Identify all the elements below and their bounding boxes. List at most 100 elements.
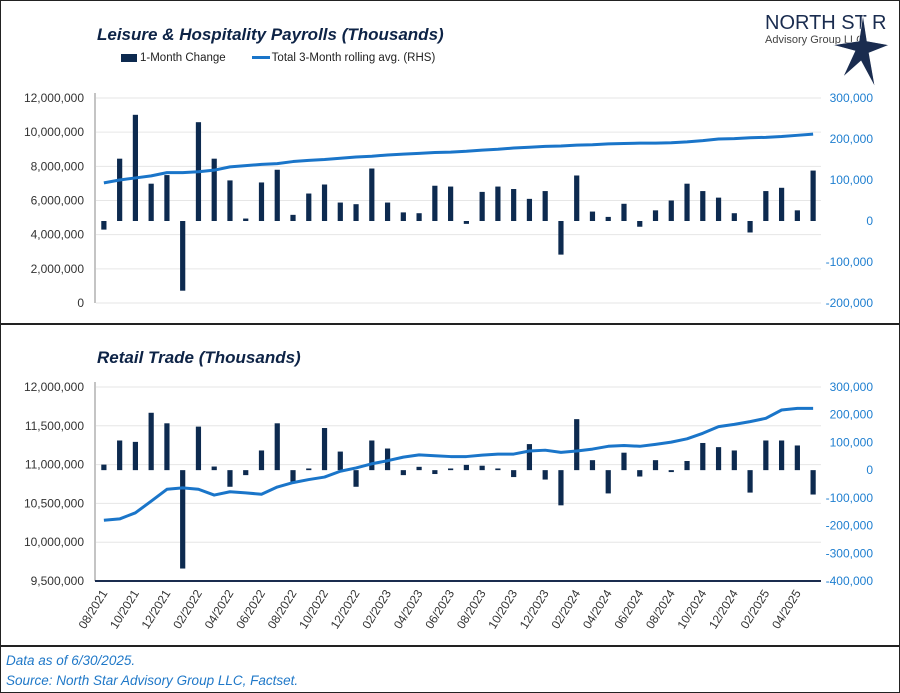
bar-1-month-change xyxy=(258,450,265,471)
x-tick-label: 08/2023 xyxy=(454,587,489,631)
bar-1-month-change xyxy=(652,210,659,221)
bar-1-month-change xyxy=(637,470,643,477)
x-tick-label: 10/2022 xyxy=(296,587,331,631)
bar-1-month-change xyxy=(227,470,233,487)
bar-1-month-change xyxy=(463,464,469,471)
bar-1-month-change xyxy=(148,183,154,221)
bar-1-month-change xyxy=(526,444,533,471)
bar-1-month-change xyxy=(448,186,454,221)
left-tick-label: 11,000,000 xyxy=(25,458,84,472)
bar-1-month-change xyxy=(101,464,107,471)
bar-1-month-change xyxy=(574,175,580,221)
bar-1-month-change xyxy=(132,441,139,471)
logo-text: NORTH ST R xyxy=(765,12,887,34)
legend-bar-label: 1-Month Change xyxy=(140,52,226,64)
legend-bar-swatch xyxy=(121,53,137,62)
bar-1-month-change xyxy=(117,158,123,221)
left-tick-label: 8,000,000 xyxy=(31,159,85,173)
bar-1-month-change xyxy=(479,465,485,471)
leisure-hospitality-panel: Leisure & Hospitality Payrolls (Thousand… xyxy=(1,1,899,325)
right-tick-label: 200,000 xyxy=(830,408,874,422)
bar-1-month-change xyxy=(558,470,564,506)
left-tick-label: 12,000,000 xyxy=(24,91,84,105)
legend: 1-Month Change Total 3-Month rolling avg… xyxy=(121,52,435,64)
bar-1-month-change xyxy=(337,451,343,471)
x-tick-label: 10/2024 xyxy=(674,587,709,631)
bar-1-month-change xyxy=(763,440,769,471)
x-tick-label: 02/2025 xyxy=(738,587,773,631)
bar-1-month-change xyxy=(621,203,627,221)
x-tick-label: 04/2025 xyxy=(769,587,804,631)
bar-1-month-change xyxy=(321,184,328,221)
data-note: Data as of 6/30/2025. xyxy=(6,653,136,668)
line-3-month-rolling-avg xyxy=(103,132,814,185)
right-tick-label: 300,000 xyxy=(830,91,874,105)
bar-1-month-change xyxy=(369,168,375,221)
bar-1-month-change xyxy=(306,193,312,221)
left-tick-label: 10,000,000 xyxy=(24,125,84,139)
legend-bar: 1-Month Change xyxy=(121,52,226,64)
x-tick-label: 02/2024 xyxy=(548,587,583,631)
left-tick-label: 10,500,000 xyxy=(24,496,84,510)
legend-line: Total 3-Month rolling avg. (RHS) xyxy=(251,52,435,64)
chart-title: Leisure & Hospitality Payrolls (Thousand… xyxy=(97,25,444,44)
bar-1-month-change xyxy=(731,450,737,471)
right-tick-label: -200,000 xyxy=(826,296,874,310)
bar-1-month-change xyxy=(542,191,548,221)
bar-1-month-change xyxy=(574,419,580,471)
bar-1-month-change xyxy=(589,460,596,471)
right-tick-label: 300,000 xyxy=(830,380,874,394)
retail-trade-panel: Retail Trade (Thousands) 12,000,000 11,50… xyxy=(1,325,899,647)
right-tick-label: 200,000 xyxy=(830,132,874,146)
x-tick-label: 08/2022 xyxy=(265,587,300,631)
bar-1-month-change xyxy=(747,221,753,233)
bar-1-month-change xyxy=(668,470,674,473)
right-tick-label: 100,000 xyxy=(830,173,874,187)
left-tick-label: 6,000,000 xyxy=(31,194,85,208)
bar-1-month-change xyxy=(101,221,107,230)
bar-1-month-change xyxy=(684,460,690,471)
x-tick-label: 06/2024 xyxy=(611,587,646,631)
bar-1-month-change xyxy=(794,445,800,471)
x-tick-label: 12/2023 xyxy=(517,587,552,631)
bar-1-month-change xyxy=(637,221,643,227)
right-tick-label: -100,000 xyxy=(826,255,874,269)
bar-1-month-change xyxy=(211,466,217,471)
x-tick-label: 08/2021 xyxy=(76,587,111,631)
star-icon xyxy=(832,14,891,87)
bar-1-month-change xyxy=(211,158,217,221)
bar-1-month-change xyxy=(369,440,375,471)
bar-1-month-change xyxy=(416,466,422,471)
bar-1-month-change xyxy=(290,470,296,482)
line-3-month-rolling-avg xyxy=(103,406,814,522)
leisure-chart: 12,000,000 10,000,000 8,000,000 6,000,000 4,… xyxy=(24,91,874,310)
right-tick-label: -200,000 xyxy=(826,519,874,533)
left-tick-label: 9,500,000 xyxy=(31,574,85,588)
bar-1-month-change xyxy=(715,447,722,471)
bar-1-month-change xyxy=(353,204,359,221)
bar-1-month-change xyxy=(652,460,659,471)
bar-1-month-change xyxy=(495,468,501,471)
bar-1-month-change xyxy=(274,423,280,471)
bar-1-month-change xyxy=(243,470,249,476)
right-tick-label: -400,000 xyxy=(826,574,874,588)
bar-1-month-change xyxy=(558,221,564,255)
bar-1-month-change xyxy=(384,202,391,221)
x-tick-label: 06/2023 xyxy=(422,587,457,631)
legend-line-swatch xyxy=(251,56,270,60)
bar-1-month-change xyxy=(243,218,249,221)
bar-1-month-change xyxy=(448,468,454,471)
bar-1-month-change xyxy=(195,426,202,471)
x-tick-label: 04/2023 xyxy=(391,587,426,631)
bar-1-month-change xyxy=(495,186,501,221)
x-tick-label: 12/2022 xyxy=(328,587,363,631)
bar-1-month-change xyxy=(778,187,785,221)
x-tick-label: 02/2023 xyxy=(359,587,394,631)
bar-1-month-change xyxy=(763,191,769,221)
bar-1-month-change xyxy=(542,470,548,480)
chart-title: Retail Trade (Thousands) xyxy=(97,348,301,367)
bar-1-month-change xyxy=(337,202,343,221)
bar-1-month-change xyxy=(668,200,674,221)
x-tick-label: 12/2021 xyxy=(139,587,174,631)
